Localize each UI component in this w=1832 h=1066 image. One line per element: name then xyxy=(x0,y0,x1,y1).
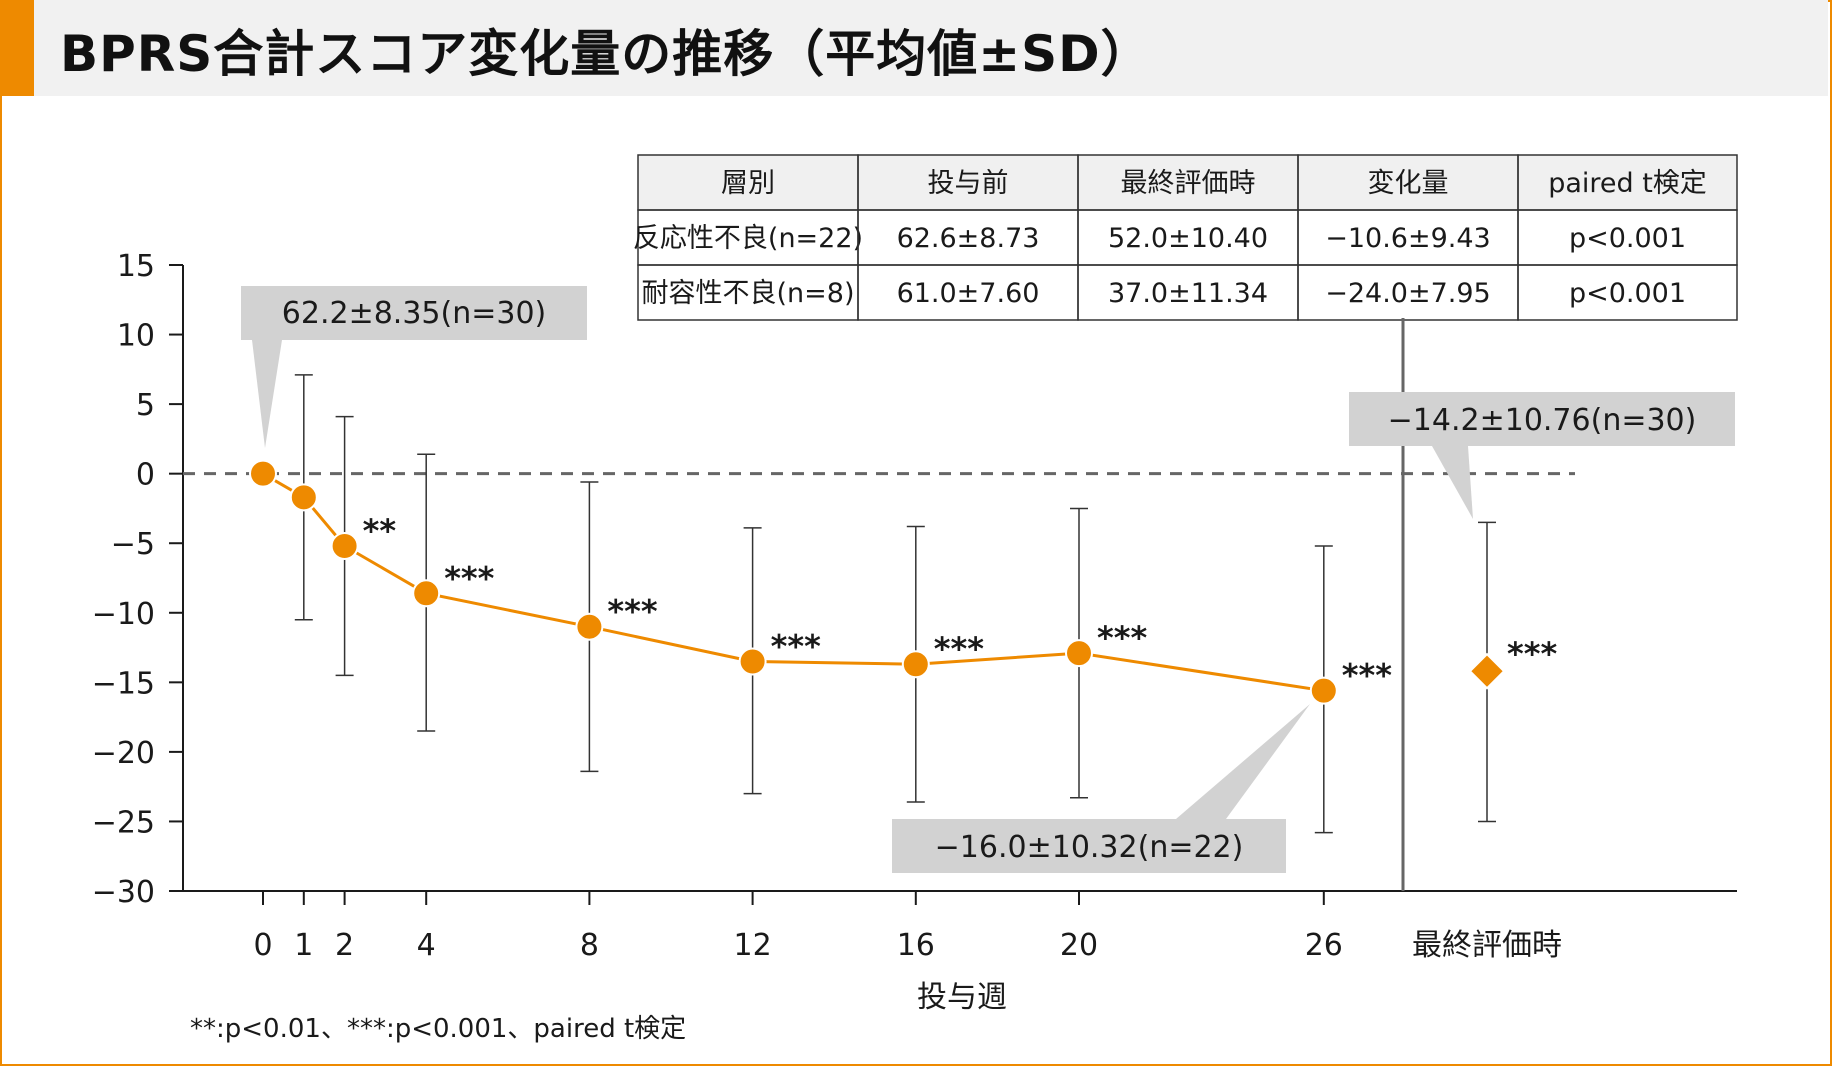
y-tick-label: −20 xyxy=(92,736,155,771)
y-tick-label: −25 xyxy=(92,805,155,840)
data-point xyxy=(330,532,359,561)
table-cell-text: −10.6±9.43 xyxy=(1325,223,1490,254)
title-bar: BPRS合計スコア変化量の推移（平均値±SD） xyxy=(0,0,1828,96)
y-tick-label: −15 xyxy=(92,666,155,701)
table-cell-text: 61.0±7.60 xyxy=(897,278,1040,309)
table-cell-text: 62.6±8.73 xyxy=(897,223,1040,254)
y-tick-label: 0 xyxy=(136,458,155,493)
callout-baseline-text: 62.2±8.35(n=30) xyxy=(282,296,546,331)
callout-baseline-pointer xyxy=(252,340,282,448)
y-tick-label: 5 xyxy=(136,388,155,423)
table-cell-text: 反応性不良(n=22) xyxy=(633,223,863,254)
table-header-text: 最終評価時 xyxy=(1121,168,1256,199)
significance-label: *** xyxy=(444,559,494,597)
table-cell-text: −24.0±7.95 xyxy=(1325,278,1490,309)
y-tick-label: 15 xyxy=(117,249,155,284)
x-tick-label: 2 xyxy=(335,928,354,963)
callout-final-pointer xyxy=(1432,446,1473,519)
y-tick-label: 10 xyxy=(117,319,155,354)
significance-label: ** xyxy=(363,512,397,550)
table-header-text: 変化量 xyxy=(1368,168,1449,199)
x-tick-label: 0 xyxy=(253,928,272,963)
footnote: **:p<0.01、***:p<0.001、paired t検定 xyxy=(190,1014,686,1044)
table-cell-text: 37.0±11.34 xyxy=(1108,278,1268,309)
x-tick-label-final: 最終評価時 xyxy=(1412,928,1562,963)
y-tick-label: −10 xyxy=(92,597,155,632)
data-point xyxy=(901,650,930,679)
y-tick-label: −30 xyxy=(92,875,155,910)
data-point xyxy=(1309,676,1338,705)
table-cell-text: 52.0±10.40 xyxy=(1108,223,1268,254)
table-cell-text: p<0.001 xyxy=(1569,278,1686,309)
callout-final-text: −14.2±10.76(n=30) xyxy=(1388,403,1697,438)
y-tick-label: −5 xyxy=(111,527,155,562)
x-tick-label: 16 xyxy=(897,928,935,963)
significance-label: *** xyxy=(771,627,821,665)
x-tick-label: 12 xyxy=(734,928,772,963)
significance-label: *** xyxy=(1342,657,1392,695)
x-tick-label: 26 xyxy=(1305,928,1343,963)
table-header-text: 層別 xyxy=(721,168,775,199)
significance-label: *** xyxy=(607,593,657,631)
chart-title: BPRS合計スコア変化量の推移（平均値±SD） xyxy=(60,25,1152,83)
table-header-text: paired t検定 xyxy=(1548,168,1707,199)
table-header-text: 投与前 xyxy=(928,168,1009,199)
callout-week26-pointer xyxy=(1176,704,1310,819)
data-series: *********** *** ********* xyxy=(249,459,1557,705)
title-accent-bar xyxy=(0,0,34,96)
table-header-bg xyxy=(638,155,1737,210)
final-diamond-point xyxy=(1468,652,1506,690)
table-cell-text: 耐容性不良(n=8) xyxy=(642,278,855,309)
callout-week26-text: −16.0±10.32(n=22) xyxy=(935,830,1244,865)
x-tick-label: 8 xyxy=(580,928,599,963)
significance-label: *** xyxy=(934,630,984,668)
data-point xyxy=(738,647,767,676)
x-axis-label: 投与週 xyxy=(917,980,1007,1015)
significance-label: *** xyxy=(1097,619,1147,657)
table-cell xyxy=(1517,264,1738,321)
callout-week26-box xyxy=(892,819,1286,873)
significance-label-final: *** xyxy=(1507,635,1557,673)
callout-final-box xyxy=(1349,392,1735,446)
data-point xyxy=(1065,639,1093,668)
callout-baseline-box xyxy=(241,286,587,340)
data-point xyxy=(249,459,277,488)
table-cell-text: p<0.001 xyxy=(1569,223,1686,254)
x-tick-label: 4 xyxy=(417,928,436,963)
callouts: 62.2±8.35(n=30) −14.2±10.76(n=30) −16.0±10… xyxy=(241,286,1735,873)
data-point xyxy=(289,483,318,512)
x-tick-label: 1 xyxy=(294,928,313,963)
x-tick-label: 20 xyxy=(1060,928,1098,963)
data-point xyxy=(575,612,604,641)
data-point xyxy=(412,579,441,608)
